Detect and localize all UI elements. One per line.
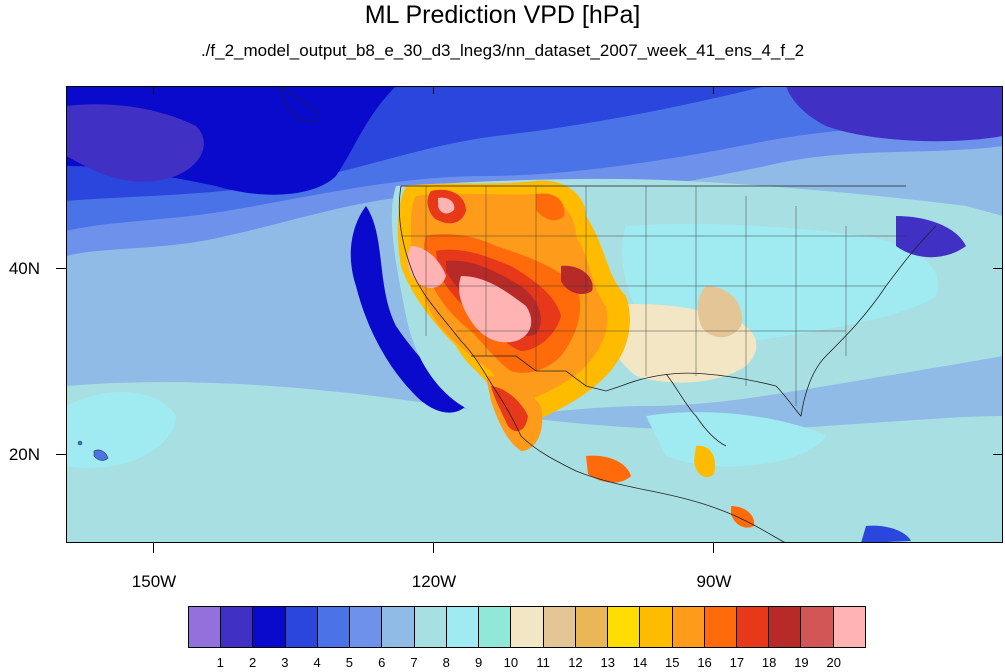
colorbar-label: 11 (536, 655, 550, 670)
colorbar-swatch (543, 607, 576, 647)
colorbar-label: 9 (474, 655, 483, 670)
colorbar-swatch (285, 607, 318, 647)
field-band-7 (66, 382, 1003, 543)
tick-120w-bottom (433, 543, 434, 553)
hawaii-small-island (77, 440, 83, 446)
gulf-mexico-coast (665, 373, 727, 447)
colorbar-swatch (833, 607, 865, 647)
lat-label-20n: 20N (8, 445, 40, 464)
colorbar-swatch (189, 607, 222, 647)
colorbar-label: 12 (568, 655, 583, 670)
colorbar-swatch (769, 607, 802, 647)
colorbar-label: 10 (503, 655, 519, 670)
field-spot-wyoming (536, 193, 565, 221)
colorbar-label: 16 (697, 655, 712, 670)
colorbar-label: 3 (281, 655, 289, 670)
colorbar-swatch (350, 607, 383, 647)
field-coastal-low (350, 206, 466, 413)
hawaii-island (93, 449, 109, 461)
colorbar-swatch (672, 607, 705, 647)
state-boundaries (401, 186, 906, 406)
tick-150w-top (153, 86, 154, 94)
colorbar-label: 8 (442, 655, 450, 670)
lat-label-40n: 40N (8, 259, 40, 278)
colorbar-label: 17 (729, 655, 745, 670)
colorbar-swatch (575, 607, 609, 647)
field-spot-colorado (561, 265, 593, 295)
tick-20n-right (993, 454, 1003, 455)
field-patch-2 (66, 104, 204, 182)
alaska-panhandle-coast (280, 86, 318, 123)
colorbar-swatch (801, 607, 834, 647)
colorbar-label: 7 (410, 655, 418, 670)
vpd-map-plot (66, 86, 1003, 543)
field-band-12 (697, 286, 742, 338)
tick-120w-top (433, 86, 434, 94)
colorbar-label: 14 (632, 655, 648, 670)
lon-label-90w: 90W (696, 572, 732, 591)
vpd-contour-field (66, 86, 1003, 543)
field-band-20-california (407, 246, 446, 288)
map-subtitle: ./f_2_model_output_b8_e_30_d3_lneg3/nn_d… (200, 41, 805, 60)
colorbar-swatch (317, 607, 351, 647)
map-title: ML Prediction VPD [hPa] (364, 1, 641, 29)
tick-40n-right (993, 268, 1003, 269)
colorbar-label: 5 (345, 655, 354, 670)
tick-20n-left (56, 454, 66, 455)
colorbar-swatch (736, 607, 770, 647)
field-spot-mexico-south (586, 455, 631, 483)
colorbar-swatch (511, 607, 544, 647)
colorbar-label: 19 (794, 655, 809, 670)
colorbar-swatch (221, 607, 254, 647)
pacific-coastline (398, 185, 787, 543)
colorbar-label: 13 (600, 655, 615, 670)
tick-90w-bottom (713, 543, 714, 553)
colorbar-swatch (704, 607, 737, 647)
colorbar-swatch (608, 607, 641, 647)
colorbar-label: 20 (826, 655, 841, 670)
tick-40n-left (56, 268, 66, 269)
colorbar-label: 4 (313, 655, 321, 670)
colorbar-label: 1 (216, 655, 224, 670)
colorbar-label: 6 (378, 655, 386, 670)
lon-label-120w: 120W (411, 572, 457, 591)
field-band-20 (459, 276, 532, 343)
colorbar-swatch (446, 607, 480, 647)
colorbar-label: 18 (761, 655, 777, 670)
colorbar-swatch (479, 607, 512, 647)
field-spot-yucatan (694, 445, 716, 478)
field-spot-venezuela (861, 525, 911, 543)
field-spot-oregon-core (438, 197, 455, 214)
colorbar-label: 2 (248, 655, 257, 670)
us-mexico-border (471, 355, 622, 392)
colorbar-swatch (382, 607, 415, 647)
tick-150w-bottom (153, 543, 154, 553)
colorbar-swatch (414, 607, 447, 647)
colorbar-label: 15 (665, 655, 680, 670)
field-patch-8-hawaii (66, 392, 176, 468)
field-patch-8-gulf (646, 412, 826, 467)
colorbar-swatch (640, 607, 673, 647)
colorbar (188, 606, 866, 648)
field-patch-2-ne (786, 86, 1003, 142)
lon-label-150w: 150W (131, 572, 177, 591)
colorbar-swatch (253, 607, 286, 647)
field-patch-newengland (896, 216, 966, 258)
tick-90w-top (713, 86, 714, 94)
